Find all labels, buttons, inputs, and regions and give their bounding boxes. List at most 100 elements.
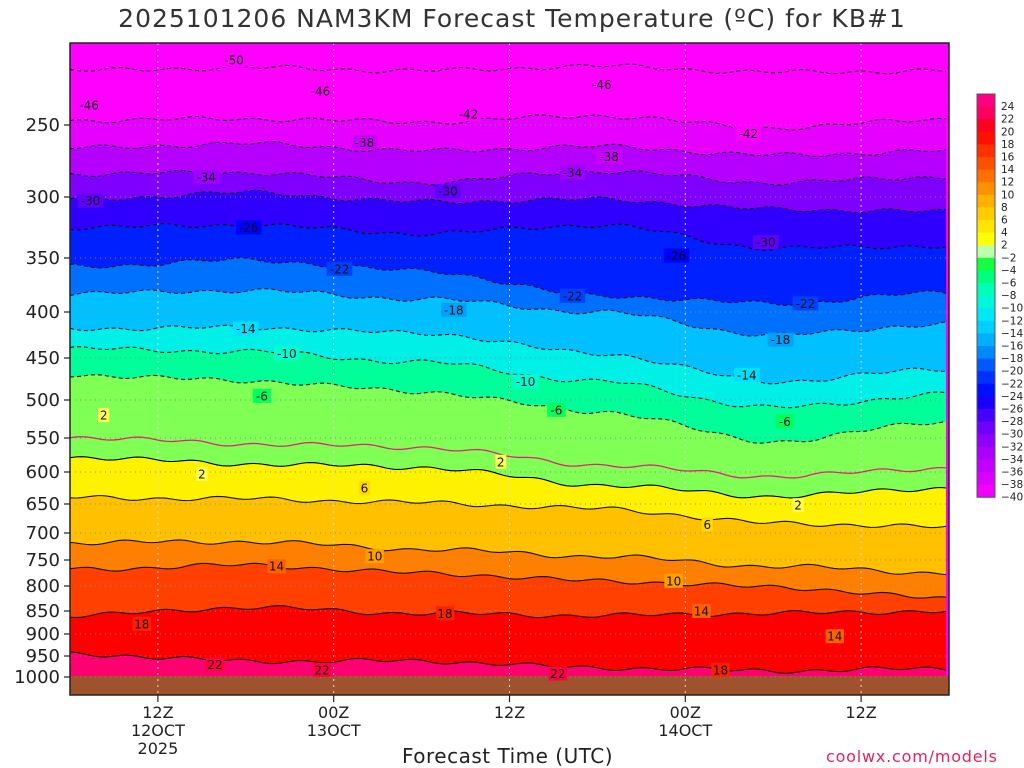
colorbar-label: −12	[1001, 315, 1023, 327]
isotherm-2	[70, 456, 947, 499]
isotherm-label-bg	[235, 220, 262, 235]
chart-title: 2025101206 NAM3KM Forecast Temperature (…	[118, 4, 906, 33]
isotherm-label: -22	[330, 262, 350, 276]
band--10	[70, 346, 946, 444]
colorbar-label: −32	[1001, 441, 1023, 453]
isotherm-label: 2	[794, 499, 802, 513]
isotherm-label-bg	[753, 235, 779, 250]
isotherm-label-bg	[792, 498, 804, 513]
isotherm-label-bg	[351, 135, 378, 150]
isotherm-label: -26	[667, 249, 687, 263]
isotherm-label: 2	[100, 409, 108, 423]
colorbar-label: 18	[1001, 139, 1014, 151]
colorbar-label: −34	[1001, 454, 1023, 466]
colorbar-swatch	[977, 308, 995, 322]
isotherm-label: -42	[459, 108, 479, 122]
isotherm-label: -6	[779, 415, 791, 429]
isotherm-label: -46	[592, 78, 612, 92]
isotherm-label: 10	[367, 550, 382, 564]
band--26	[70, 223, 946, 306]
colorbar-swatch	[977, 270, 995, 284]
isotherm-label-bg	[77, 193, 104, 208]
isotherm-label: -46	[311, 84, 331, 98]
colorbar-label: −10	[1001, 303, 1023, 315]
colorbar-swatch	[977, 396, 995, 410]
isotherm--14	[70, 324, 947, 385]
isotherm-label-bg	[267, 559, 286, 574]
isotherm-label: 2	[198, 467, 206, 481]
y-tick-label: 550	[26, 428, 60, 449]
band--14	[70, 325, 946, 408]
colorbar-swatch	[977, 257, 995, 271]
isotherm-label-bg	[767, 332, 794, 347]
band--6	[70, 374, 946, 498]
isotherm-label-bg	[205, 657, 225, 672]
isotherm-label: -38	[599, 150, 619, 164]
x-tick-label: 13OCT	[307, 721, 361, 740]
isotherm-label-bg	[132, 616, 151, 631]
credit-text: coolwx.com/models	[826, 747, 998, 766]
y-tick-label: 850	[26, 601, 60, 622]
isotherm-label: -30	[81, 194, 101, 208]
isotherm-label: 18	[437, 607, 452, 621]
band--18	[70, 288, 946, 384]
colorbar-swatch	[977, 459, 995, 473]
x-tick-label: 2025	[138, 739, 179, 758]
x-tick-label: 00Z	[318, 703, 349, 722]
y-tick-label: 700	[26, 523, 60, 544]
colorbar-label: 10	[1001, 189, 1014, 201]
y-tick-label: 250	[26, 115, 60, 136]
band--42	[70, 114, 946, 157]
isotherm-label-bg	[547, 402, 566, 417]
isotherm-label-bg	[274, 346, 300, 361]
isotherm-label: 18	[713, 663, 728, 677]
colorbar-swatch	[977, 295, 995, 309]
colorbar-swatch	[977, 333, 995, 347]
y-tick-label: 800	[26, 576, 60, 597]
isotherm-label: -22	[563, 289, 583, 303]
x-tick-label: 12OCT	[131, 721, 185, 740]
isotherm-label-bg	[701, 517, 713, 532]
y-tick-label: 300	[26, 187, 60, 208]
isotherm-label-bg	[692, 604, 711, 618]
isotherm-label: 14	[827, 630, 842, 644]
isotherm-10	[70, 539, 947, 576]
isotherm-18	[70, 605, 947, 619]
isotherm-label-bg	[559, 288, 586, 303]
isotherm-labels: -50 -46 -46 -46 -42 -42 -38 -38 -34 -34 -30 -30 -30 -…	[76, 52, 844, 681]
colorbar-label: −26	[1001, 404, 1023, 416]
colorbar-swatch	[977, 207, 995, 221]
isotherm-label: 22	[550, 667, 565, 681]
x-tick-label: 12Z	[845, 703, 876, 722]
x-tick-label: 00Z	[670, 703, 701, 722]
colorbar-frame	[976, 93, 996, 498]
isotherm-label-bg	[76, 97, 102, 112]
colorbar-swatch	[977, 434, 995, 448]
isotherm-label-bg	[734, 367, 760, 382]
isotherm-label: 22	[207, 658, 222, 672]
y-tick-label: 750	[26, 550, 60, 571]
colorbar-swatch	[977, 169, 995, 183]
isotherm-label-bg	[221, 52, 247, 67]
freezing-line	[70, 436, 947, 479]
isotherm-label: -10	[277, 347, 297, 361]
x-tick-label: 12Z	[142, 703, 173, 722]
band-18	[70, 605, 946, 674]
colorbar-label: −8	[1001, 290, 1016, 302]
isotherm-label: -14	[737, 368, 757, 382]
colorbar-label: 12	[1001, 177, 1014, 189]
isotherm-label: -26	[239, 221, 259, 235]
band-6	[70, 495, 946, 575]
isotherm-label: 6	[361, 482, 369, 496]
isotherm-label-bg	[588, 77, 615, 92]
isotherm-label-bg	[664, 573, 683, 588]
band-10	[70, 539, 946, 599]
isotherm-label-bg	[326, 261, 353, 276]
isotherm-label-bg	[233, 321, 259, 336]
isotherm-label: 14	[269, 560, 284, 574]
isotherm-label: -22	[796, 297, 816, 311]
colorbar-swatch	[977, 106, 995, 120]
isotherm-6	[70, 495, 947, 529]
isotherm-label-bg	[193, 169, 220, 184]
band--30	[70, 190, 946, 251]
